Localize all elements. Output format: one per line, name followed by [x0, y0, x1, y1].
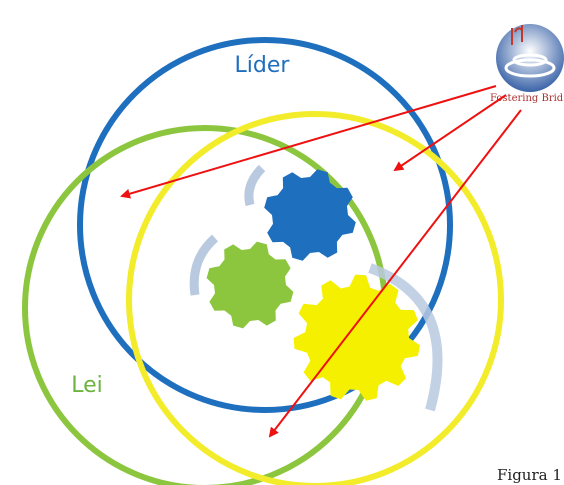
rotation-arrow	[194, 238, 215, 295]
arrow	[395, 95, 506, 170]
yellow-circle	[129, 114, 501, 485]
gears	[207, 169, 420, 401]
diagram: Líder Lei Fostering Brid Figura 1	[0, 0, 564, 485]
leader-label: Líder	[235, 53, 291, 78]
caption: Figura 1	[497, 466, 562, 484]
logo	[496, 24, 564, 92]
gear	[264, 169, 356, 261]
rotation-arrow	[249, 168, 262, 205]
gear	[207, 242, 294, 329]
law-label: Lei	[71, 373, 103, 398]
page: Líder Lei Fostering Brid Figura 1 (() =>…	[0, 0, 564, 485]
